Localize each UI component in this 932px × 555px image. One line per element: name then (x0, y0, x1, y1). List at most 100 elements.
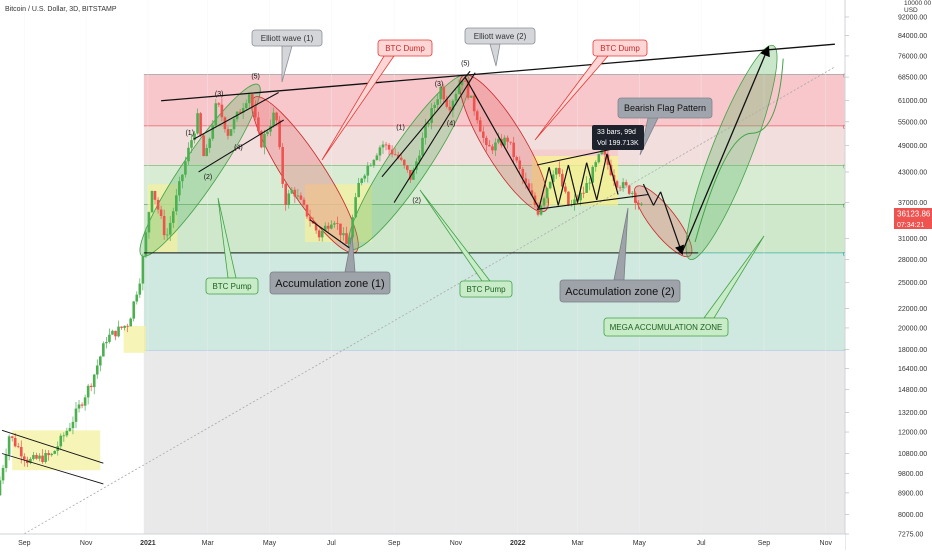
candle-body-158 (478, 120, 482, 132)
x-tick-label-12: Sep (758, 540, 771, 547)
candle-body-2 (4, 454, 8, 468)
currency-label: USD (904, 7, 918, 14)
candle-body-45 (135, 294, 139, 302)
candle-body-92 (278, 120, 281, 148)
candle-body-15 (44, 453, 47, 462)
callout-pump1-text: BTC Pump (212, 282, 252, 291)
y-tick-label-20: 9800.00 (898, 471, 923, 478)
candle-body-185 (561, 173, 564, 187)
candle-body-161 (488, 145, 491, 147)
fib-band-4 (143, 252, 845, 351)
candle-body-32 (95, 365, 99, 375)
candle-body-40 (120, 326, 123, 328)
candle-body-74 (223, 117, 227, 130)
drawings: (1) (2) (3) (4) (5) (1) (2) (3) (4) (5) (0, 43, 836, 549)
candle-body-75 (226, 129, 230, 136)
flag-zigzag-5 (576, 162, 588, 203)
candle-body-127 (384, 144, 388, 146)
flag-upper (536, 146, 621, 166)
candle-body-34 (102, 343, 105, 357)
candle-body-203 (615, 181, 619, 188)
candle-body-63 (190, 140, 193, 148)
callout-elliott1-text: Elliott wave (1) (261, 34, 314, 43)
wave-label-8: (4) (447, 121, 456, 128)
candle-body-114 (345, 233, 348, 244)
candle-body-66 (199, 113, 202, 136)
candle-body-90 (272, 112, 275, 126)
candle-body-119 (360, 178, 364, 183)
candle-body-197 (597, 154, 601, 163)
candle-body-25 (74, 408, 78, 422)
x-tick-label-11: Jul (697, 540, 706, 547)
current-price-tag: 36123.86 07:34:21 (894, 208, 932, 229)
candle-body-193 (585, 183, 588, 193)
candle-body-143 (433, 104, 436, 108)
price-axis[interactable] (844, 0, 932, 550)
y-tick-label-5: 55000.00 (898, 119, 927, 126)
candle-body-118 (357, 182, 360, 198)
candle-body-115 (348, 237, 351, 244)
candle-body-95 (287, 193, 291, 205)
candle-body-10 (29, 458, 32, 464)
x-tick-label-10: May (633, 540, 647, 547)
candle-body-102 (308, 216, 312, 221)
elliott2-upper (381, 70, 471, 178)
flag-zigzag-3 (557, 164, 569, 206)
callout-mega-box (603, 317, 729, 337)
candle-body-204 (618, 187, 622, 189)
x-tick-label-9: Mar (571, 540, 584, 547)
candle-body-18 (53, 450, 57, 454)
dotted-trendline (0, 66, 836, 549)
candle-body-207 (627, 185, 631, 194)
callout-dump2-text: BTC Dump (600, 44, 640, 53)
time-axis[interactable]: Sep Nov 2021 Mar May Jul Sep Nov 2022 Mar May Jul Se… (0, 533, 845, 550)
fibonacci-retracement[interactable]: 0(69355.75)0.236(53910.18)0.382(44394.87… (143, 74, 884, 534)
candle-body-111 (336, 223, 339, 225)
wave-label-5: (1) (396, 124, 405, 131)
candle-body-80 (241, 107, 245, 113)
x-tick-label-7: Nov (450, 540, 463, 547)
candle-body-83 (250, 94, 254, 108)
callout-mega-text: MEGA ACCUMULATION ZONE (610, 323, 723, 332)
candle-body-107 (323, 225, 327, 231)
candle-body-82 (247, 94, 251, 104)
candle-body-181 (548, 181, 552, 189)
down-zigzag-3 (660, 191, 685, 256)
candle-body-41 (123, 325, 126, 328)
candle-body-172 (521, 168, 525, 179)
candle-body-159 (481, 131, 485, 138)
y-tick-label-2: 76000.00 (898, 53, 927, 60)
candle-body-108 (326, 225, 330, 229)
x-tick-label-13: Nov (820, 540, 833, 547)
fib-band-0 (143, 74, 845, 126)
elliott1-lower (198, 119, 284, 173)
candle-body-195 (591, 166, 595, 183)
candle-body-171 (518, 160, 522, 169)
callout-elliott2-box (464, 27, 536, 45)
candle-body-49 (147, 212, 151, 233)
measure-tooltip: 33 bars, 99d Vol 199.713K (592, 125, 644, 150)
candle-body-47 (141, 256, 145, 284)
flag-zigzag-4 (567, 164, 579, 203)
candle-body-205 (621, 182, 625, 189)
resistance-trendline (161, 43, 835, 102)
candle-body-168 (509, 141, 512, 143)
channel-2020-top (1, 429, 104, 464)
candle-body-149 (451, 100, 455, 111)
candle-body-155 (469, 95, 473, 98)
candle-body-100 (302, 199, 306, 205)
callout-flag-text: Bearish Flag Pattern (624, 103, 706, 113)
y-tick-label-22: 8000.00 (898, 512, 923, 519)
candle-body-42 (126, 325, 129, 327)
candle-body-173 (524, 178, 528, 184)
wave-label-2: (3) (215, 91, 224, 98)
down-zigzag-2 (652, 191, 662, 206)
candle-body-61 (184, 161, 187, 175)
candle-body-7 (19, 447, 23, 457)
elliott1-upper (193, 92, 279, 140)
y-tick-label-3: 68500.00 (898, 75, 927, 82)
candle-body-35 (105, 341, 108, 344)
callout-acc1-text: Accumulation zone (1) (275, 278, 384, 290)
candle-body-98 (296, 195, 300, 197)
